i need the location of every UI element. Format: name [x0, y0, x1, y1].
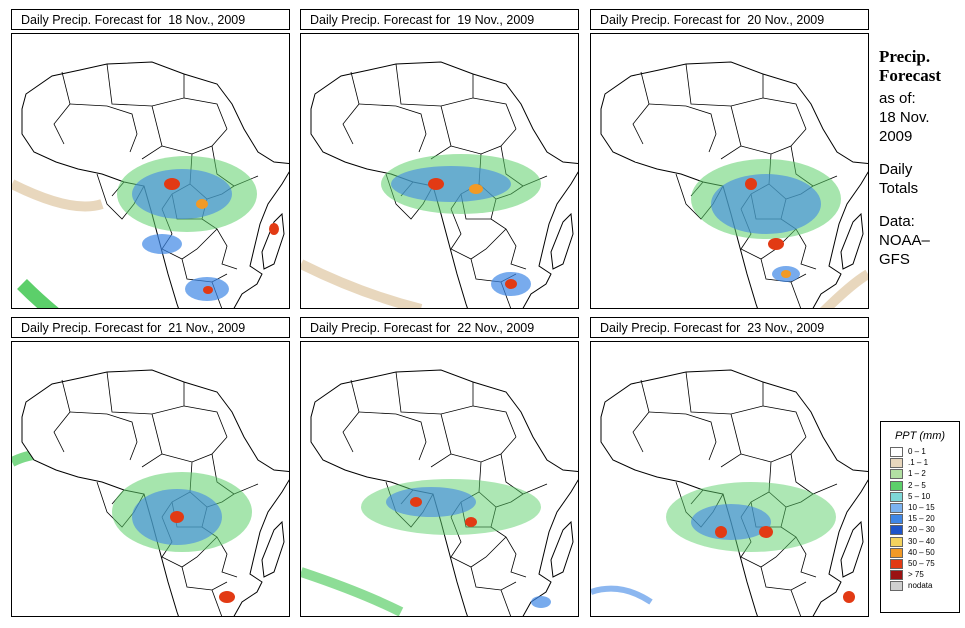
precip-map [11, 33, 290, 309]
legend-swatch [890, 481, 903, 491]
panel-title-prefix: Daily Precip. Forecast for [21, 13, 161, 27]
legend-label: 10 – 15 [908, 502, 935, 513]
legend-label: 1 – 2 [908, 468, 926, 479]
legend-label: 5 – 10 [908, 491, 930, 502]
panel-title: Daily Precip. Forecast for 20 Nov., 2009 [590, 9, 869, 30]
legend-title: PPT (mm) [881, 430, 959, 446]
legend-swatch [890, 559, 903, 569]
legend-item: > 75 [881, 569, 959, 580]
legend-item: nodata [881, 580, 959, 591]
data-source-line3: GFS [879, 250, 965, 269]
legend-label: 40 – 50 [908, 547, 935, 558]
legend-swatch [890, 492, 903, 502]
legend-swatch [890, 514, 903, 524]
legend-label: 30 – 40 [908, 536, 935, 547]
legend-swatch [890, 447, 903, 457]
as-of-label: as of: [879, 89, 965, 108]
legend-label: nodata [908, 580, 932, 591]
legend-item: 20 – 30 [881, 524, 959, 535]
panel-title: Daily Precip. Forecast for 21 Nov., 2009 [11, 317, 290, 338]
legend-item: .1 – 1 [881, 457, 959, 468]
panel-title: Daily Precip. Forecast for 19 Nov., 2009 [300, 9, 579, 30]
panel-title-prefix: Daily Precip. Forecast for [600, 13, 740, 27]
legend-swatch [890, 537, 903, 547]
legend-label: 0 – 1 [908, 446, 926, 457]
panel-title-date: 21 Nov., 2009 [168, 321, 245, 335]
as-of-date-line2: 2009 [879, 127, 965, 146]
legend-swatch [890, 581, 903, 591]
data-source-line1: Data: [879, 212, 965, 231]
totals-line1: Daily [879, 160, 965, 179]
legend-swatch [890, 570, 903, 580]
legend-label: 20 – 30 [908, 524, 935, 535]
legend-label: 15 – 20 [908, 513, 935, 524]
legend-label: > 75 [908, 569, 924, 580]
panel-title-prefix: Daily Precip. Forecast for [21, 321, 161, 335]
legend-label: .1 – 1 [908, 457, 928, 468]
precip-map [300, 341, 579, 617]
precip-map [300, 33, 579, 309]
legend-swatch [890, 458, 903, 468]
legend-label: 2 – 5 [908, 480, 926, 491]
legend-item: 30 – 40 [881, 536, 959, 547]
precip-map [590, 33, 869, 309]
precip-map [11, 341, 290, 617]
precip-map [590, 341, 869, 617]
panel-title-prefix: Daily Precip. Forecast for [600, 321, 740, 335]
panel-title-date: 18 Nov., 2009 [168, 13, 245, 27]
legend-item: 0 – 1 [881, 446, 959, 457]
panel-title-date: 23 Nov., 2009 [747, 321, 824, 335]
panel-title: Daily Precip. Forecast for 18 Nov., 2009 [11, 9, 290, 30]
legend-swatch [890, 469, 903, 479]
legend-label: 50 – 75 [908, 558, 935, 569]
panel-title-prefix: Daily Precip. Forecast for [310, 321, 450, 335]
totals-line2: Totals [879, 179, 965, 198]
panel-title-date: 22 Nov., 2009 [457, 321, 534, 335]
legend-item: 10 – 15 [881, 502, 959, 513]
legend-item: 15 – 20 [881, 513, 959, 524]
legend-swatch [890, 525, 903, 535]
legend-item: 5 – 10 [881, 491, 959, 502]
legend-swatch [890, 503, 903, 513]
sidebar-heading-line1: Precip. [879, 47, 965, 66]
panel-title-date: 20 Nov., 2009 [747, 13, 824, 27]
legend-item: 40 – 50 [881, 547, 959, 558]
legend-item: 1 – 2 [881, 468, 959, 479]
panel-title-date: 19 Nov., 2009 [457, 13, 534, 27]
as-of-date-line1: 18 Nov. [879, 108, 965, 127]
sidebar-heading-line2: Forecast [879, 66, 965, 85]
legend-item: 2 – 5 [881, 480, 959, 491]
legend-swatch [890, 548, 903, 558]
sidebar-info: Precip. Forecast as of: 18 Nov. 2009 Dai… [879, 47, 965, 269]
panel-title-prefix: Daily Precip. Forecast for [310, 13, 450, 27]
legend: PPT (mm) 0 – 1 .1 – 1 1 – 2 2 – 5 5 – 10… [880, 421, 960, 613]
data-source-line2: NOAA– [879, 231, 965, 250]
panel-title: Daily Precip. Forecast for 23 Nov., 2009 [590, 317, 869, 338]
panel-title: Daily Precip. Forecast for 22 Nov., 2009 [300, 317, 579, 338]
legend-item: 50 – 75 [881, 558, 959, 569]
